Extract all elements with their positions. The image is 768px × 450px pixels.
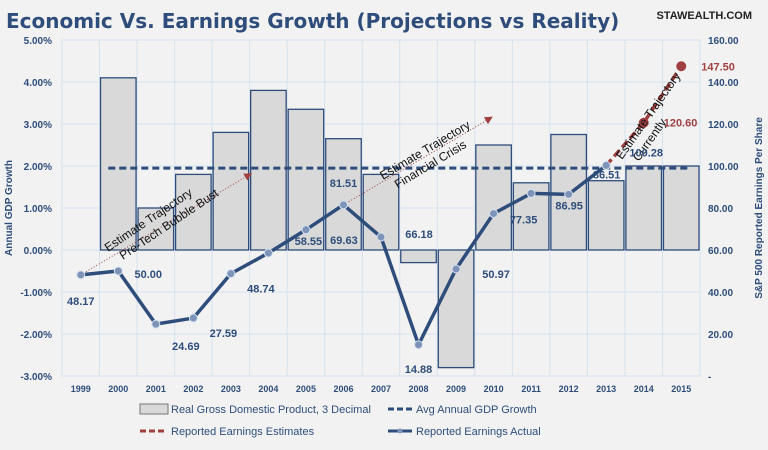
estimate-point-2014 (638, 117, 649, 128)
x-tick-label: 2000 (108, 384, 128, 394)
actual-label: 50.00 (135, 269, 163, 281)
right-tick-label: 140.00 (708, 78, 739, 89)
left-tick-label: 1.00% (24, 204, 52, 215)
gdp-bar-2003 (212, 131, 250, 251)
actual-point-2004 (263, 248, 273, 258)
left-axis-title: Annual GDP Growth (4, 160, 15, 256)
actual-label: 86.51 (593, 169, 621, 181)
actual-point-2009 (451, 264, 461, 274)
legend-label-avg: Avg Annual GDP Growth (416, 404, 537, 416)
x-tick-label: 2001 (146, 384, 166, 394)
gdp-bar-2001 (137, 207, 175, 251)
left-tick-label: 4.00% (24, 78, 52, 89)
x-tick-label: 2002 (183, 384, 203, 394)
axes: -3.00% -2.00% -1.00% 0.00% 1.00% 2.00% 3.00% 4.… (4, 36, 765, 394)
legend: Real Gross Domestic Product, 3 Decimal Av… (139, 403, 541, 438)
actual-label: 48.17 (67, 296, 95, 308)
gdp-bar-2006 (325, 138, 362, 251)
actual-label: 86.95 (555, 200, 583, 212)
actual-label: 27.59 (210, 328, 238, 340)
actual-label: 81.51 (330, 178, 358, 190)
x-tick-label: 2010 (484, 384, 504, 394)
gdp-bar-2002 (174, 173, 212, 251)
x-tick-label: 2005 (296, 384, 316, 394)
actual-point-2000 (113, 266, 123, 276)
x-tick-label: 2014 (634, 384, 654, 394)
x-tick-label: 1999 (71, 384, 91, 394)
gdp-bar-2000 (99, 77, 137, 251)
left-tick-label: 3.00% (24, 120, 52, 131)
legend-label-act: Reported Earnings Actual (416, 426, 541, 438)
x-tick-label: 2008 (409, 384, 429, 394)
right-tick-label: 120.00 (708, 120, 739, 131)
left-tick-label: 2.00% (24, 162, 52, 173)
right-tick-label: 100.00 (708, 162, 739, 173)
x-tick-label: 2004 (258, 384, 278, 394)
actual-point-2006 (338, 200, 348, 210)
gdp-bar-2008 (400, 249, 437, 264)
actual-label: 48.74 (247, 284, 275, 296)
actual-point-2008 (414, 340, 424, 350)
estimate-label: 120.60 (664, 118, 698, 130)
actual-point-2002 (188, 313, 198, 323)
actual-label: 69.63 (330, 235, 358, 247)
actual-point-2003 (226, 269, 236, 279)
actual-label: 100.28 (629, 147, 663, 159)
actual-label: 50.97 (482, 269, 510, 281)
right-tick-label: 160.00 (708, 36, 739, 47)
actual-point-2010 (489, 209, 499, 219)
legend-label-est: Reported Earnings Estimates (171, 426, 315, 438)
actual-point-2007 (376, 232, 386, 242)
left-tick-label: -1.00% (20, 288, 52, 299)
x-tick-label: 2012 (559, 384, 579, 394)
right-tick-label: - (708, 372, 711, 383)
x-tick-label: 2013 (596, 384, 616, 394)
actual-point-2011 (526, 188, 536, 198)
gdp-bar-2004 (249, 89, 287, 251)
right-tick-label: 20.00 (708, 330, 733, 341)
x-tick-label: 2006 (333, 384, 353, 394)
x-tick-label: 2003 (221, 384, 241, 394)
watermark: STAWEALTH.COM (656, 10, 752, 22)
legend-swatch-gdp (139, 403, 169, 415)
actual-label: 77.35 (510, 215, 538, 227)
gdp-bar-2014 (625, 165, 663, 251)
estimate-point-2015 (676, 61, 687, 72)
right-tick-label: 60.00 (708, 246, 733, 257)
actual-point-2005 (301, 225, 311, 235)
left-tick-label: 5.00% (24, 36, 52, 47)
actual-label: 58.55 (295, 236, 323, 248)
chart-title: Economic Vs. Earnings Growth (Projection… (6, 9, 619, 33)
estimate-label: 147.50 (701, 61, 735, 73)
earnings-estimates-line (604, 61, 687, 167)
left-tick-label: 0.00% (24, 246, 52, 257)
actual-label: 14.88 (405, 364, 433, 376)
x-tick-label: 2015 (671, 384, 691, 394)
actual-point-2013 (601, 160, 611, 170)
legend-marker-act (397, 428, 403, 434)
actual-label: 24.69 (172, 341, 200, 353)
right-tick-label: 80.00 (708, 204, 733, 215)
x-tick-label: 2011 (521, 384, 541, 394)
right-tick-label: 40.00 (708, 288, 733, 299)
estimates-polyline (604, 65, 683, 167)
x-tick-label: 2007 (371, 384, 391, 394)
earnings-actual-line (76, 160, 611, 350)
left-tick-label: -3.00% (20, 372, 52, 383)
actual-label: 66.18 (405, 229, 433, 241)
right-axis-title: S&P 500 Reported Earnings Per Share (754, 117, 765, 299)
actual-point-2001 (151, 319, 161, 329)
gdp-bar-2013 (587, 180, 625, 251)
legend-label-gdp: Real Gross Domestic Product, 3 Decimal (171, 404, 371, 416)
left-tick-label: -2.00% (20, 330, 52, 341)
x-tick-label: 2009 (446, 384, 466, 394)
actual-point-1999 (76, 270, 86, 280)
actual-point-2012 (564, 189, 574, 199)
gdp-bar-2015 (662, 165, 700, 251)
